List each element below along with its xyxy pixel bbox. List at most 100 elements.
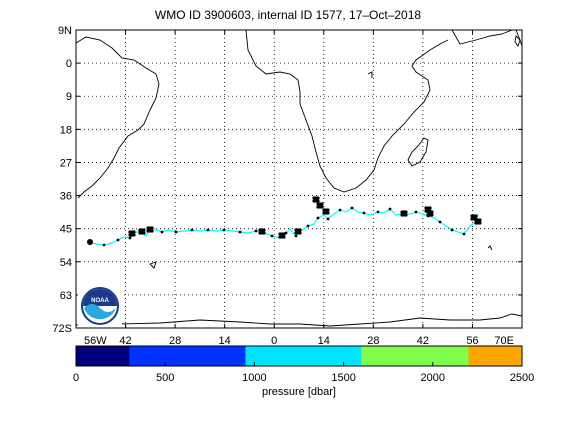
lat-tick-label: 54 (60, 257, 72, 269)
trajectory-point (282, 235, 286, 239)
colorbar-tick-label: 1500 (331, 372, 355, 384)
colorbar-tick-label: 0 (73, 372, 79, 384)
trajectory-point (404, 213, 408, 217)
trajectory-point (320, 205, 324, 209)
lon-tick-label: 0 (271, 335, 277, 347)
trajectory-point (174, 230, 178, 234)
lat-tick-label: 18 (60, 124, 72, 136)
colorbar-label: pressure [dbar] (262, 386, 336, 398)
trajectory-point (222, 228, 226, 232)
trajectory-point (404, 210, 408, 214)
lon-tick-label: 42 (119, 335, 131, 347)
map-title: WMO ID 3900603, internal ID 1577, 17–Oct… (154, 8, 422, 22)
lon-tick-label: 14 (219, 335, 231, 347)
lat-tick-label: 27 (60, 157, 72, 169)
trajectory-point (316, 196, 320, 200)
lon-tick-label: 56 (466, 335, 478, 347)
lat-tick-label: 9 (66, 91, 72, 103)
trajectory-point (478, 218, 482, 222)
lat-tick-label: 0 (66, 58, 72, 70)
trajectory-point (294, 234, 298, 238)
trajectory-point (474, 220, 478, 224)
map-frame (75, 29, 523, 329)
noaa-logo-text: NOAA (91, 298, 109, 304)
coastline-africa (245, 30, 449, 193)
trajectory-point (316, 199, 320, 203)
trajectory-start-marker (87, 239, 93, 245)
lat-tick-label: 36 (60, 191, 72, 203)
trajectory-point (262, 231, 266, 235)
coastline-arabia (451, 30, 513, 45)
longitude-tick-labels: 56W 42 28 14 0 14 28 42 56 70E (75, 30, 523, 347)
trajectory-point (400, 212, 404, 216)
colorbar-tick-label: 500 (156, 372, 174, 384)
coastline-island-east (514, 35, 521, 47)
trajectory-point (428, 206, 432, 210)
noaa-logo-icon: NOAA (78, 285, 122, 327)
trajectory-point (362, 211, 366, 215)
trajectory-point (150, 229, 154, 233)
coastline-south-america (76, 36, 160, 199)
colorbar-bin (76, 346, 130, 366)
colorbar-bin (245, 346, 362, 366)
trajectory-point (138, 229, 142, 233)
trajectory-point (462, 232, 466, 236)
trajectory-point (206, 228, 210, 232)
trajectory-point (190, 228, 194, 232)
lat-tick-label: 72S (52, 323, 72, 335)
colorbar-bin (361, 346, 469, 366)
pressure-colorbar: 0 500 1000 1500 2000 2500 (73, 345, 534, 384)
trajectory-point (306, 224, 310, 228)
trajectory-point (298, 228, 302, 232)
trajectory-point (438, 220, 442, 224)
trajectory-point (160, 230, 164, 234)
lon-tick-label: 14 (318, 335, 330, 347)
colorbar-tick-label: 2000 (421, 372, 445, 384)
coastline-island-small (367, 71, 373, 78)
trajectory-point (132, 230, 136, 234)
lat-tick-label: 63 (60, 290, 72, 302)
trajectory-point (478, 221, 482, 225)
trajectory-point (142, 231, 146, 235)
trajectory-point (270, 234, 274, 238)
colorbar-bin (468, 346, 522, 366)
trajectory-point (298, 231, 302, 235)
trajectory-point (320, 202, 324, 206)
trajectory-point (148, 226, 152, 230)
trajectory-point (150, 226, 154, 230)
colorbar-bin (129, 346, 246, 366)
lat-tick-label: 9N (58, 25, 72, 37)
trajectory-point (284, 231, 288, 235)
trajectory-point (426, 214, 430, 218)
trajectory-point (430, 210, 434, 214)
map-background (76, 30, 522, 328)
trajectory-point (326, 211, 330, 215)
trajectory-point (132, 233, 136, 237)
float-trajectory (87, 196, 482, 247)
coastline-madagascar (407, 137, 429, 167)
trajectory-point (316, 216, 320, 220)
trajectory-point (338, 208, 342, 212)
trajectory-point (262, 228, 266, 232)
trajectory-point (414, 210, 418, 214)
map-gridlines (76, 30, 522, 328)
trajectory-point (128, 236, 132, 240)
trajectory-point (376, 210, 380, 214)
latitude-tick-labels: 9N 0 9 18 27 36 45 54 63 72S (52, 25, 522, 335)
coastlines (76, 30, 522, 327)
trajectory-point (326, 217, 330, 221)
trajectory-point (254, 229, 258, 233)
trajectory-point (388, 207, 392, 211)
lat-tick-label: 45 (60, 224, 72, 236)
trajectory-point (238, 230, 242, 234)
colorbar-tick-label: 1000 (242, 372, 266, 384)
trajectory-point (326, 208, 330, 212)
trajectory-point (102, 243, 106, 247)
coastline-antarctica (76, 313, 522, 327)
colorbar-tick-label: 2500 (510, 372, 534, 384)
trajectory-point (116, 238, 120, 242)
trajectory-point (430, 213, 434, 217)
lon-tick-label: 28 (169, 335, 181, 347)
lon-tick-label: 56W (84, 335, 107, 347)
